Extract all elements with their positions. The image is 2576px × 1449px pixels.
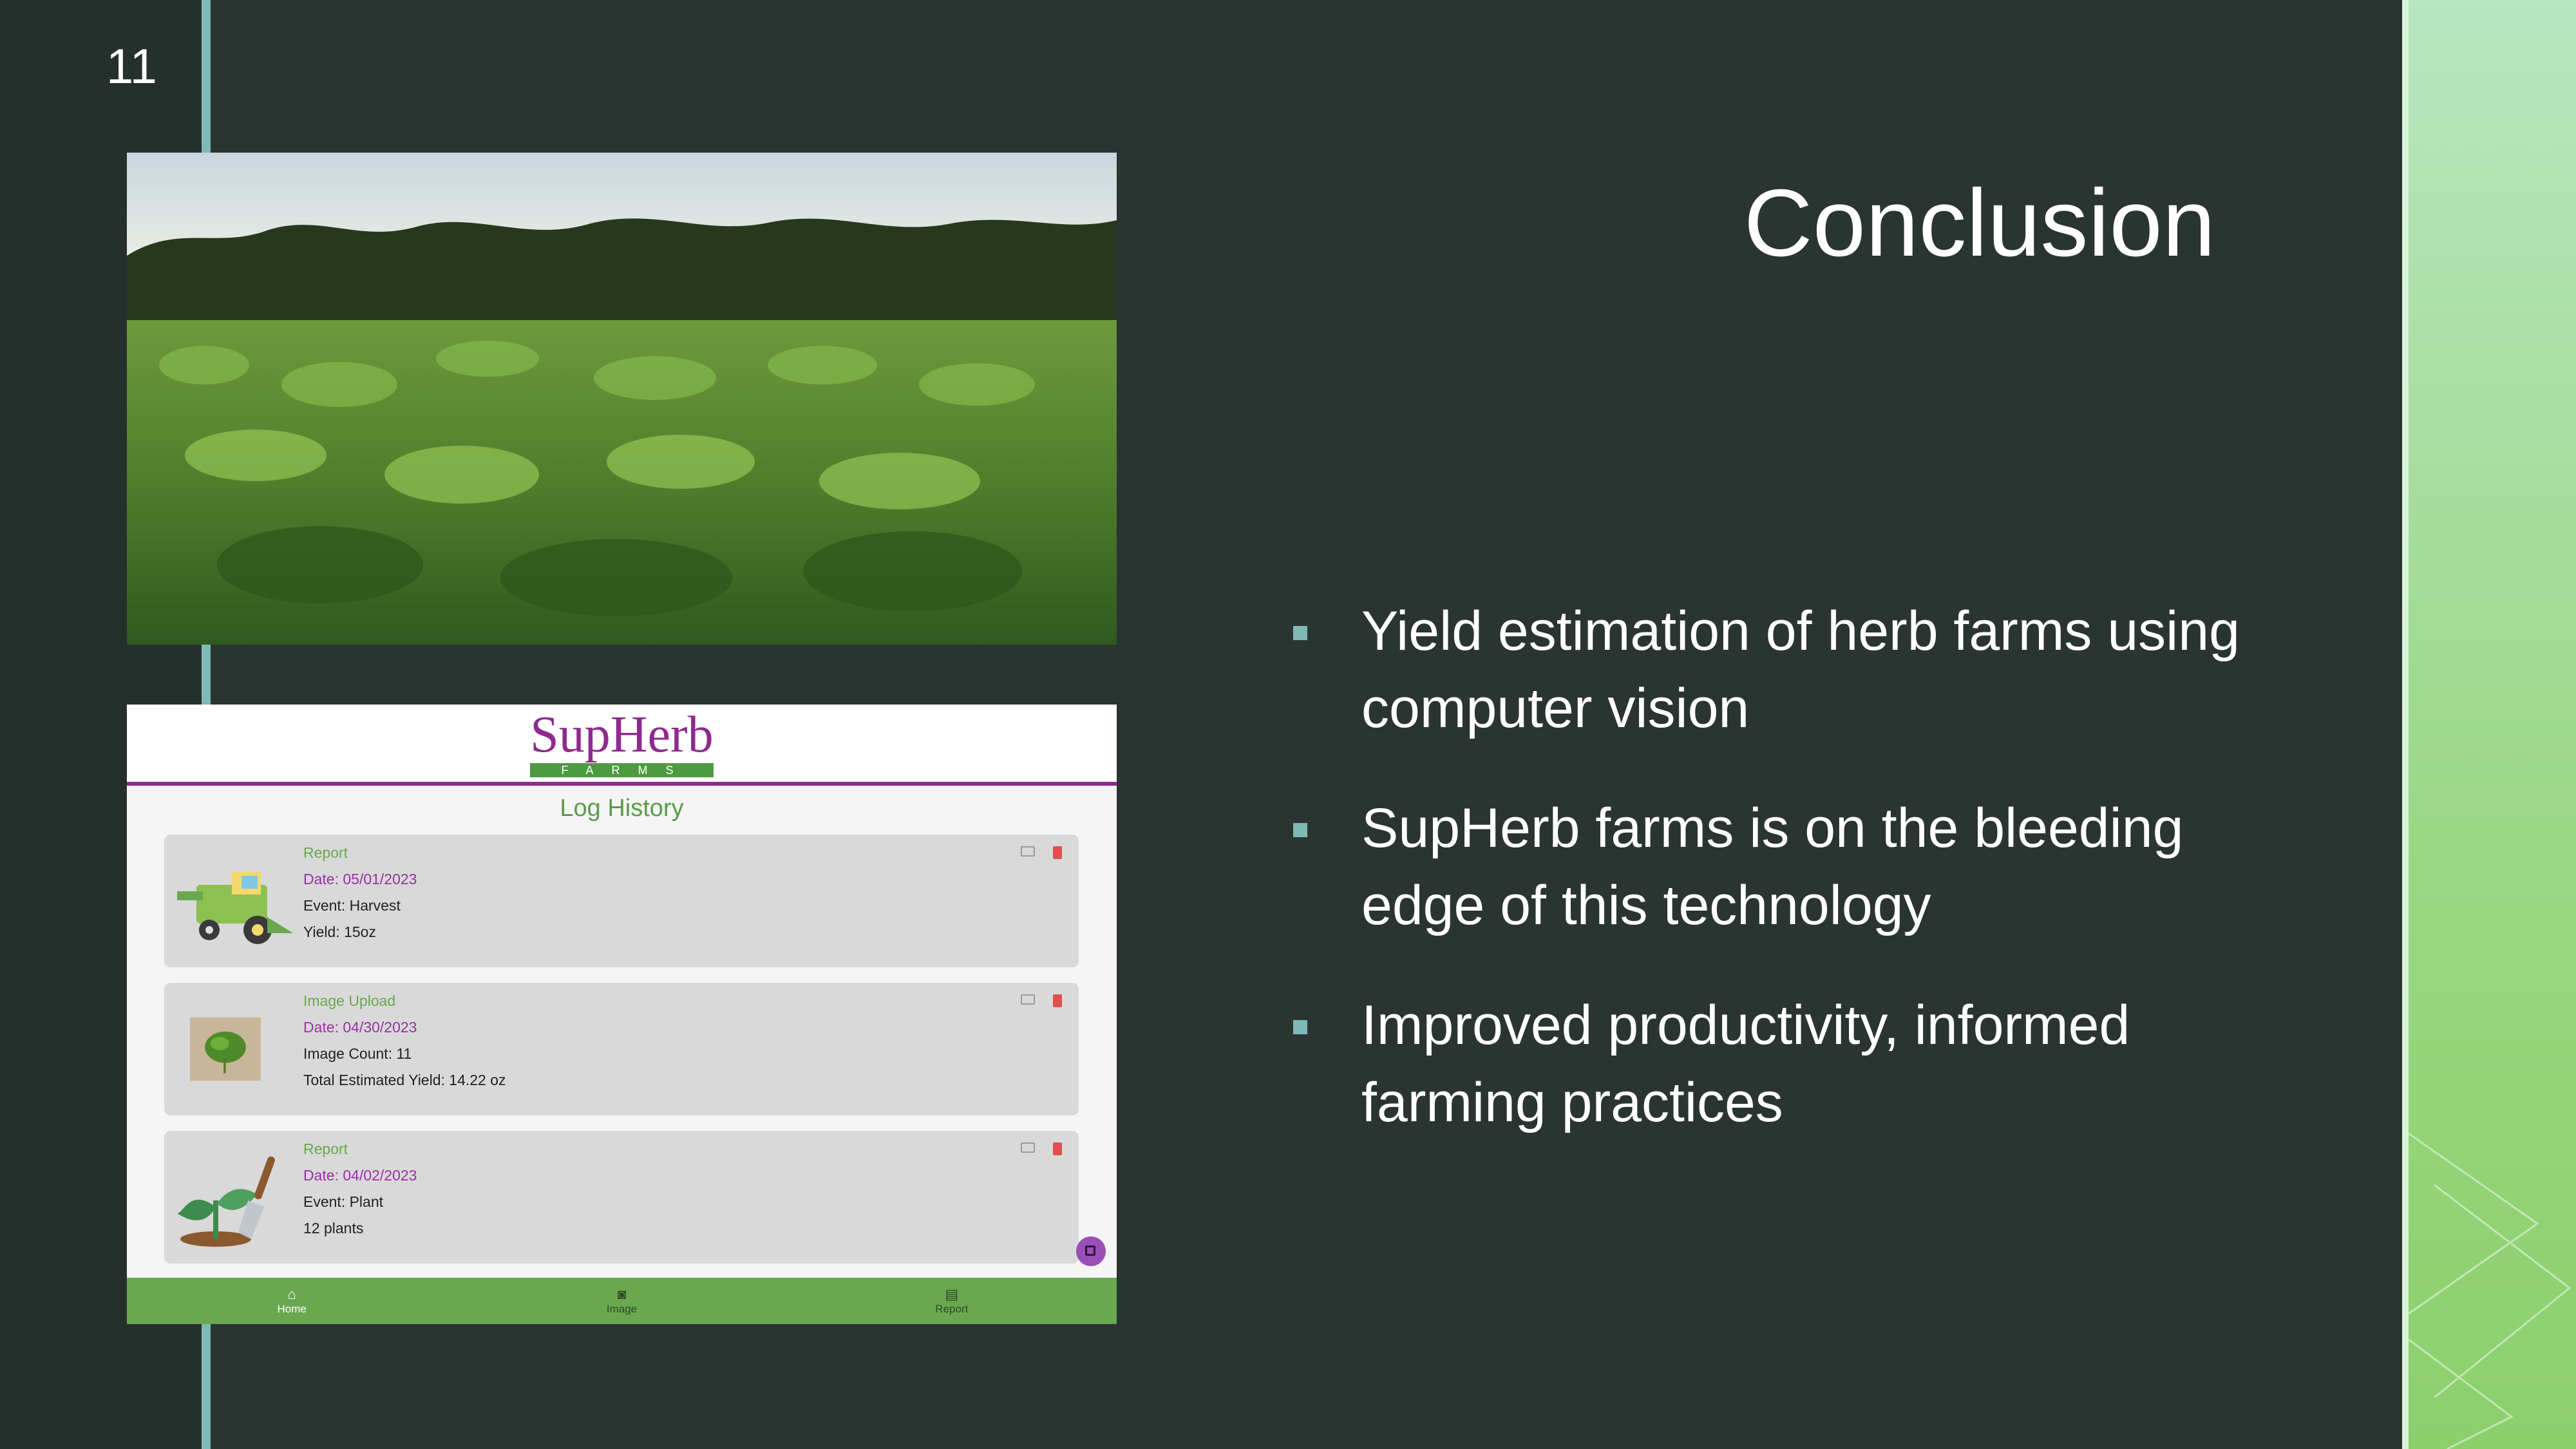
edit-icon[interactable] xyxy=(1021,1142,1035,1153)
plant-trowel-icon xyxy=(177,1156,275,1247)
log-detail: Event: Harvest xyxy=(303,897,401,914)
app-screenshot: SupHerb FARMS Log History Report Date: 0… xyxy=(127,705,1117,1324)
log-text: Report Date: 04/02/2023 Event: Plant 12 … xyxy=(303,1136,417,1242)
log-detail: Event: Plant xyxy=(303,1193,384,1210)
nav-home[interactable]: ⌂ Home xyxy=(127,1278,457,1324)
slide-title: Conclusion xyxy=(1743,170,2215,276)
nav-label: Image xyxy=(606,1303,638,1315)
delete-icon[interactable] xyxy=(1053,994,1062,1007)
log-history-title: Log History xyxy=(560,795,684,822)
bottom-nav: ⌂ Home ◙ Image ▤ Report xyxy=(127,1278,1117,1324)
log-detail: Total Estimated Yield: 14.22 oz xyxy=(303,1072,506,1088)
nav-label: Report xyxy=(935,1303,969,1315)
nav-report[interactable]: ▤ Report xyxy=(787,1278,1117,1324)
nav-label: Home xyxy=(277,1303,307,1315)
bullet-item: SupHerb farms is on the bleeding edge of… xyxy=(1288,790,2241,944)
bullet-text: SupHerb farms is on the bleeding edge of… xyxy=(1361,797,2184,936)
right-panel-edge xyxy=(2402,0,2409,1449)
log-kind: Report xyxy=(303,1141,348,1157)
log-actions xyxy=(1021,994,1062,1007)
slide-number: 11 xyxy=(106,39,157,94)
log-text: Report Date: 05/01/2023 Event: Harvest Y… xyxy=(303,840,417,945)
log-kind: Image Upload xyxy=(303,992,396,1009)
herb-photo-thumbnail xyxy=(190,1017,261,1081)
log-kind: Report xyxy=(303,844,348,861)
logo-word: SupHerb xyxy=(530,706,714,763)
bullet-marker xyxy=(1293,823,1307,837)
log-detail: Yield: 15oz xyxy=(303,923,376,940)
delete-icon[interactable] xyxy=(1053,1142,1062,1155)
bullet-text: Improved productivity, informed farming … xyxy=(1361,994,2130,1133)
image-icon[interactable] xyxy=(1021,994,1035,1005)
decorative-lines xyxy=(2409,1132,2571,1449)
edit-icon[interactable] xyxy=(1021,846,1035,857)
log-card[interactable]: Report Date: 05/01/2023 Event: Harvest Y… xyxy=(164,835,1079,967)
log-date: Date: 04/30/2023 xyxy=(303,1019,417,1036)
logo-farms: FARMS xyxy=(530,763,714,777)
app-header: SupHerb FARMS xyxy=(127,705,1117,786)
log-detail: Image Count: 11 xyxy=(303,1045,412,1062)
bullet-item: Yield estimation of herb farms using com… xyxy=(1288,592,2241,747)
supherb-logo: SupHerb FARMS xyxy=(530,706,714,777)
home-icon: ⌂ xyxy=(287,1286,296,1302)
calendar-fab-button[interactable] xyxy=(1076,1236,1106,1266)
bullet-list: Yield estimation of herb farms using com… xyxy=(1288,592,2241,1184)
bullet-marker xyxy=(1293,626,1307,640)
bullet-text: Yield estimation of herb farms using com… xyxy=(1361,600,2240,739)
nav-image[interactable]: ◙ Image xyxy=(457,1278,786,1324)
log-date: Date: 04/02/2023 xyxy=(303,1167,417,1184)
harvester-icon xyxy=(177,872,293,944)
log-card[interactable]: Image Upload Date: 04/30/2023 Image Coun… xyxy=(164,983,1079,1115)
log-detail: 12 plants xyxy=(303,1220,364,1236)
log-actions xyxy=(1021,1142,1062,1155)
bullet-marker xyxy=(1293,1020,1307,1034)
log-text: Image Upload Date: 04/30/2023 Image Coun… xyxy=(303,988,506,1094)
camera-icon: ◙ xyxy=(617,1286,627,1302)
log-date: Date: 05/01/2023 xyxy=(303,871,417,887)
report-icon: ▤ xyxy=(945,1286,959,1302)
herb-field-photo xyxy=(127,153,1117,645)
delete-icon[interactable] xyxy=(1053,846,1062,859)
log-card[interactable]: Report Date: 04/02/2023 Event: Plant 12 … xyxy=(164,1131,1079,1264)
log-actions xyxy=(1021,846,1062,859)
bullet-item: Improved productivity, informed farming … xyxy=(1288,987,2241,1141)
right-decor-panel xyxy=(2402,0,2576,1449)
